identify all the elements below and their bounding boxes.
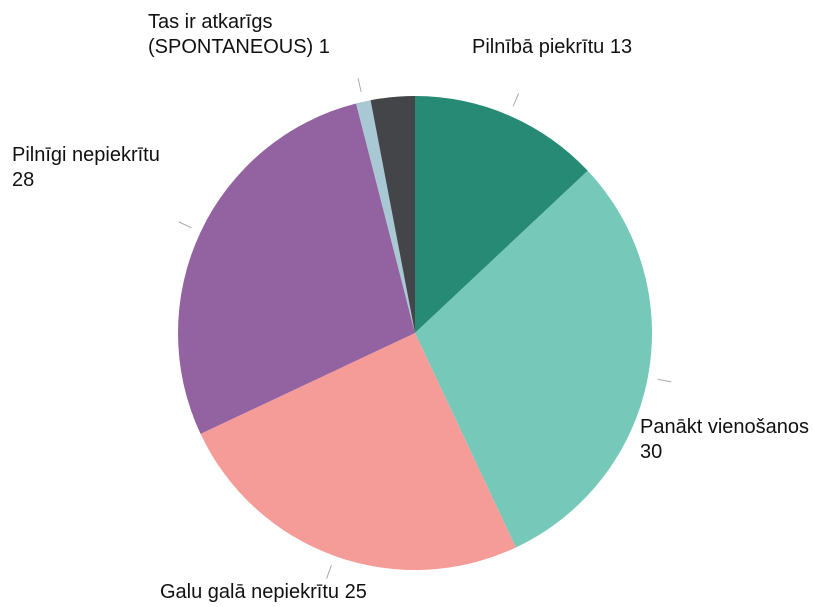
slice-label: Panākt vienošanos 30 (640, 415, 810, 465)
category-label: Galu galā nepiekrītu (160, 581, 340, 603)
category-label: Pilnībā piekrītu (472, 36, 605, 58)
value-label: 13 (609, 36, 633, 58)
category-label: Pilnīgi nepiekrītu (12, 144, 160, 166)
pie-slice (415, 96, 588, 333)
pie-slice (200, 333, 516, 570)
leader-line (178, 221, 192, 229)
pie-slice (177, 103, 415, 434)
value-label: 25 (344, 581, 367, 603)
slice-label: Pilnīgi nepiekrītu 28 (12, 143, 172, 193)
pie-slice (415, 170, 653, 548)
slice-label: Galu galā nepiekrītu 25 (160, 580, 480, 605)
category-label: Panākt vienošanos (640, 416, 810, 438)
pie-slice (356, 100, 415, 333)
slice-label: Pilnībā piekrītu 13 (472, 35, 772, 60)
leader-line (326, 565, 332, 579)
value-label: 1 (318, 36, 330, 58)
leader-line (357, 78, 362, 93)
pie-slice (370, 96, 415, 333)
leader-line (657, 378, 672, 383)
value-label: 30 (640, 441, 663, 463)
value-label: 28 (12, 169, 35, 191)
slice-label: Tas ir atkarīgs (SPONTANEOUS) 1 (148, 10, 398, 60)
leader-line (512, 93, 520, 107)
category-label: Tas ir atkarīgs (SPONTANEOUS) (148, 11, 314, 58)
